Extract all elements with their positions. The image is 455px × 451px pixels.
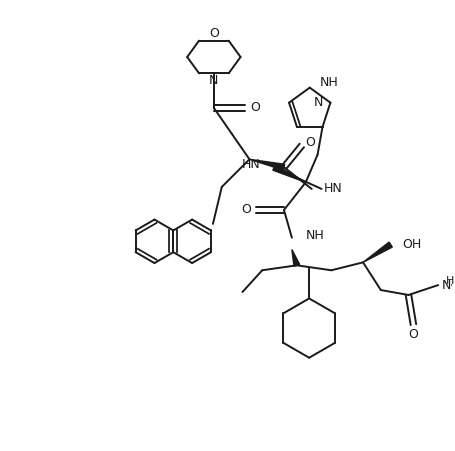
Text: N: N <box>441 279 450 292</box>
Text: H: H <box>445 276 454 286</box>
Text: HN: HN <box>323 183 342 195</box>
Text: N: N <box>209 74 218 87</box>
Text: O: O <box>208 27 218 40</box>
Text: O: O <box>241 203 251 216</box>
Polygon shape <box>272 165 305 182</box>
Text: OH: OH <box>402 238 421 251</box>
Text: O: O <box>304 136 314 149</box>
Text: O: O <box>250 101 260 115</box>
Polygon shape <box>249 159 284 170</box>
Polygon shape <box>291 249 299 266</box>
Polygon shape <box>362 242 391 262</box>
Text: NH: NH <box>319 76 338 89</box>
Text: O: O <box>408 328 417 341</box>
Text: HN: HN <box>241 158 260 171</box>
Text: N: N <box>313 96 323 109</box>
Text: NH: NH <box>305 229 324 242</box>
